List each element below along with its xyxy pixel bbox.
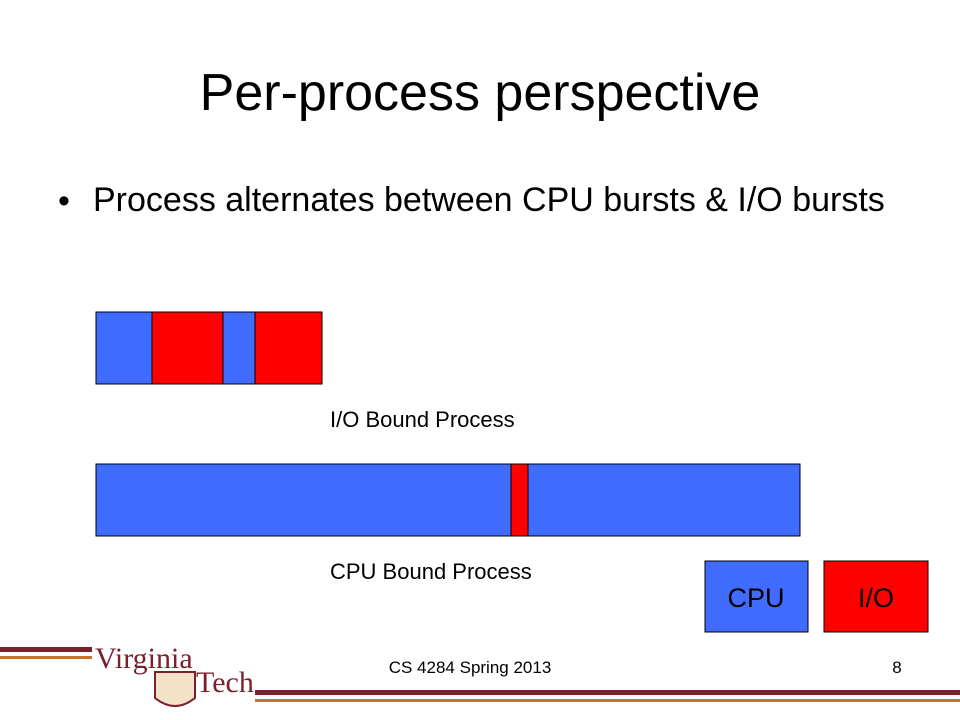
- title: Per-process perspective: [200, 64, 761, 122]
- legend-cpu-label: CPU: [727, 583, 784, 613]
- cpu-segment: [95, 311, 153, 385]
- footer-rule: [255, 690, 960, 695]
- cpu-bound-bar: [95, 463, 801, 537]
- legend-io-label: I/O: [858, 583, 894, 613]
- io-segment: [254, 311, 323, 385]
- bullet-dot: •: [58, 182, 70, 220]
- bullet-box: Process alternates between CPU bursts & …: [93, 181, 885, 219]
- io-segment: [510, 463, 529, 537]
- page-number: 8: [892, 658, 901, 677]
- cpu-segment: [527, 463, 801, 537]
- footer-rule: [0, 647, 92, 652]
- logo-text: Virginia: [95, 642, 193, 675]
- logo-shield: [154, 671, 196, 707]
- io-bound-bar: [95, 311, 323, 385]
- legend-cpu: [704, 560, 809, 633]
- io-segment: [151, 311, 224, 385]
- footer-rule: [0, 656, 92, 659]
- footer-rule: [255, 699, 960, 702]
- footer-course: CS 4284 Spring 2013: [389, 658, 552, 677]
- legend-io: [823, 560, 929, 633]
- cpu-segment: [95, 463, 512, 537]
- logo-text: Tech: [196, 666, 254, 699]
- bullet-text: Process alternates between CPU bursts & …: [93, 181, 885, 219]
- cpu-bound-label: CPU Bound Process: [330, 559, 532, 584]
- io-bound-label: I/O Bound Process: [330, 407, 515, 432]
- cpu-segment: [222, 311, 256, 385]
